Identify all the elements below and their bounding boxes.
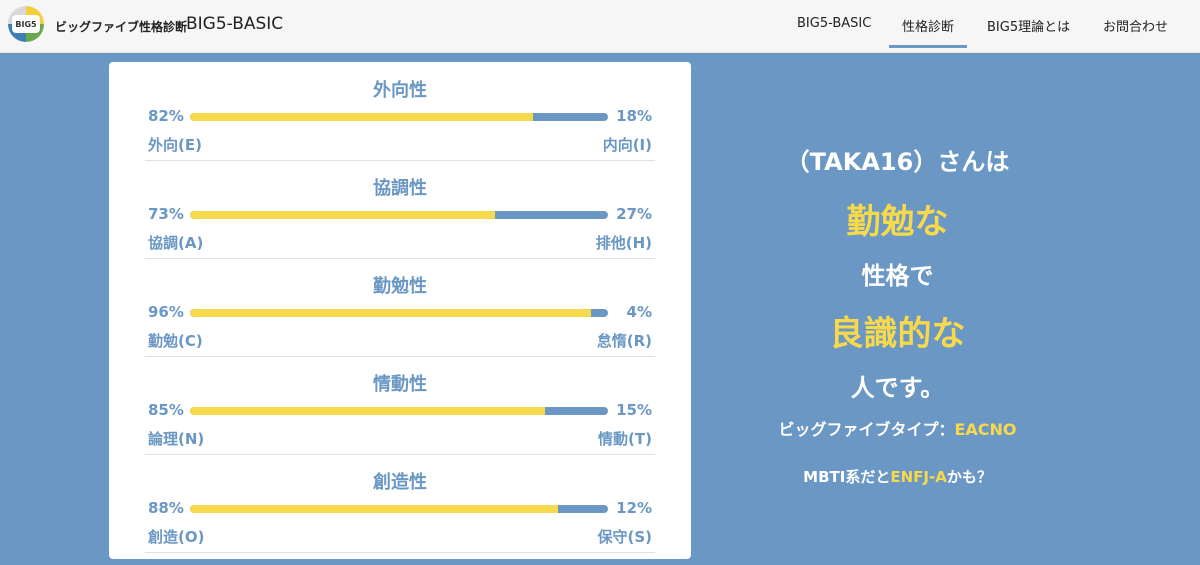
trait-title: 協調性 — [373, 178, 427, 199]
trait-bar-fill — [190, 113, 533, 121]
trait-bar-fill — [190, 407, 546, 415]
trait-right-percent: 12% — [616, 499, 652, 517]
trait-bar — [190, 309, 608, 317]
trait-right-percent: 15% — [616, 401, 652, 419]
logo-text: BIG5 — [12, 15, 40, 33]
nav-item-big5-theory[interactable]: BIG5理論とは — [987, 20, 1071, 35]
trait-row-conscientiousness: 勤勉性 96% 4% 勤勉(C) 怠惰(R) — [145, 258, 655, 357]
trait-left-percent: 96% — [148, 303, 184, 321]
nav-item-contact[interactable]: お問合わせ — [1103, 20, 1169, 35]
trait-row-creativity: 創造性 88% 12% 創造(O) 保守(S) — [145, 454, 655, 553]
trait-left-percent: 88% — [148, 499, 184, 517]
trait-title: 情動性 — [373, 374, 427, 395]
trait-title: 創造性 — [373, 472, 427, 493]
brand-logo-icon[interactable]: BIG5 — [8, 6, 44, 42]
trait-title: 外向性 — [373, 80, 427, 101]
result-type-value: EACNO — [954, 420, 1017, 439]
trait-bar-fill — [190, 309, 592, 317]
result-mbti-value: ENFJ-A — [890, 468, 947, 486]
nav-item-personality-test[interactable]: 性格診断 — [902, 20, 955, 35]
trait-row-agreeableness: 協調性 73% 27% 協調(A) 排他(H) — [145, 160, 655, 259]
trait-bar — [190, 211, 608, 219]
nav-item-big5-basic[interactable]: BIG5-BASIC — [797, 16, 872, 31]
trait-left-label: 論理(N) — [148, 430, 205, 448]
trait-right-label: 内向(I) — [602, 136, 652, 154]
trait-bar-fill — [190, 505, 558, 513]
result-middle-text: 性格で — [861, 262, 934, 290]
trait-left-percent: 73% — [148, 205, 184, 223]
result-mbti-prefix: MBTI系だと — [803, 468, 891, 486]
trait-right-label: 排他(H) — [595, 234, 652, 252]
result-trait-primary: 勤勉な — [846, 202, 949, 242]
result-trait-secondary: 良識的な — [829, 314, 966, 354]
brand-subtitle[interactable]: ビッグファイブ性格診断 — [55, 20, 188, 34]
trait-left-label: 外向(E) — [148, 136, 202, 154]
result-type-line: ビッグファイブタイプ：EACNO — [700, 416, 1095, 440]
result-ending-text: 人です。 — [850, 374, 945, 402]
trait-title: 勤勉性 — [373, 276, 427, 297]
trait-right-percent: 18% — [616, 107, 652, 125]
trait-results-card: 外向性 82% 18% 外向(E) 内向(I) 協調性 73% 27% 協調(A… — [109, 62, 691, 559]
trait-left-label: 勤勉(C) — [148, 332, 203, 350]
nav-active-indicator — [889, 45, 967, 48]
trait-bar — [190, 505, 608, 513]
result-name-line: （TAKA16）さんは — [785, 148, 1010, 176]
trait-right-label: 怠惰(R) — [596, 332, 652, 350]
top-header: BIG5 ビッグファイブ性格診断 BIG5-BASIC BIG5-BASIC 性… — [0, 0, 1200, 53]
trait-right-label: 情動(T) — [598, 430, 652, 448]
trait-bar-fill — [190, 211, 496, 219]
result-mbti-line: MBTI系だとENFJ-Aかも？ — [700, 466, 1095, 487]
trait-left-percent: 85% — [148, 401, 184, 419]
trait-bar — [190, 113, 608, 121]
trait-bar — [190, 407, 608, 415]
trait-left-label: 創造(O) — [148, 528, 205, 546]
result-mbti-suffix: かも？ — [946, 468, 992, 486]
trait-right-percent: 27% — [616, 205, 652, 223]
trait-row-extraversion: 外向性 82% 18% 外向(E) 内向(I) — [145, 62, 655, 161]
trait-left-label: 協調(A) — [148, 234, 204, 252]
trait-right-percent: 4% — [626, 303, 652, 321]
brand-title[interactable]: BIG5-BASIC — [186, 14, 284, 34]
result-type-label: ビッグファイブタイプ： — [778, 420, 955, 439]
trait-left-percent: 82% — [148, 107, 184, 125]
trait-right-label: 保守(S) — [597, 528, 652, 546]
trait-row-emotionality: 情動性 85% 15% 論理(N) 情動(T) — [145, 356, 655, 455]
